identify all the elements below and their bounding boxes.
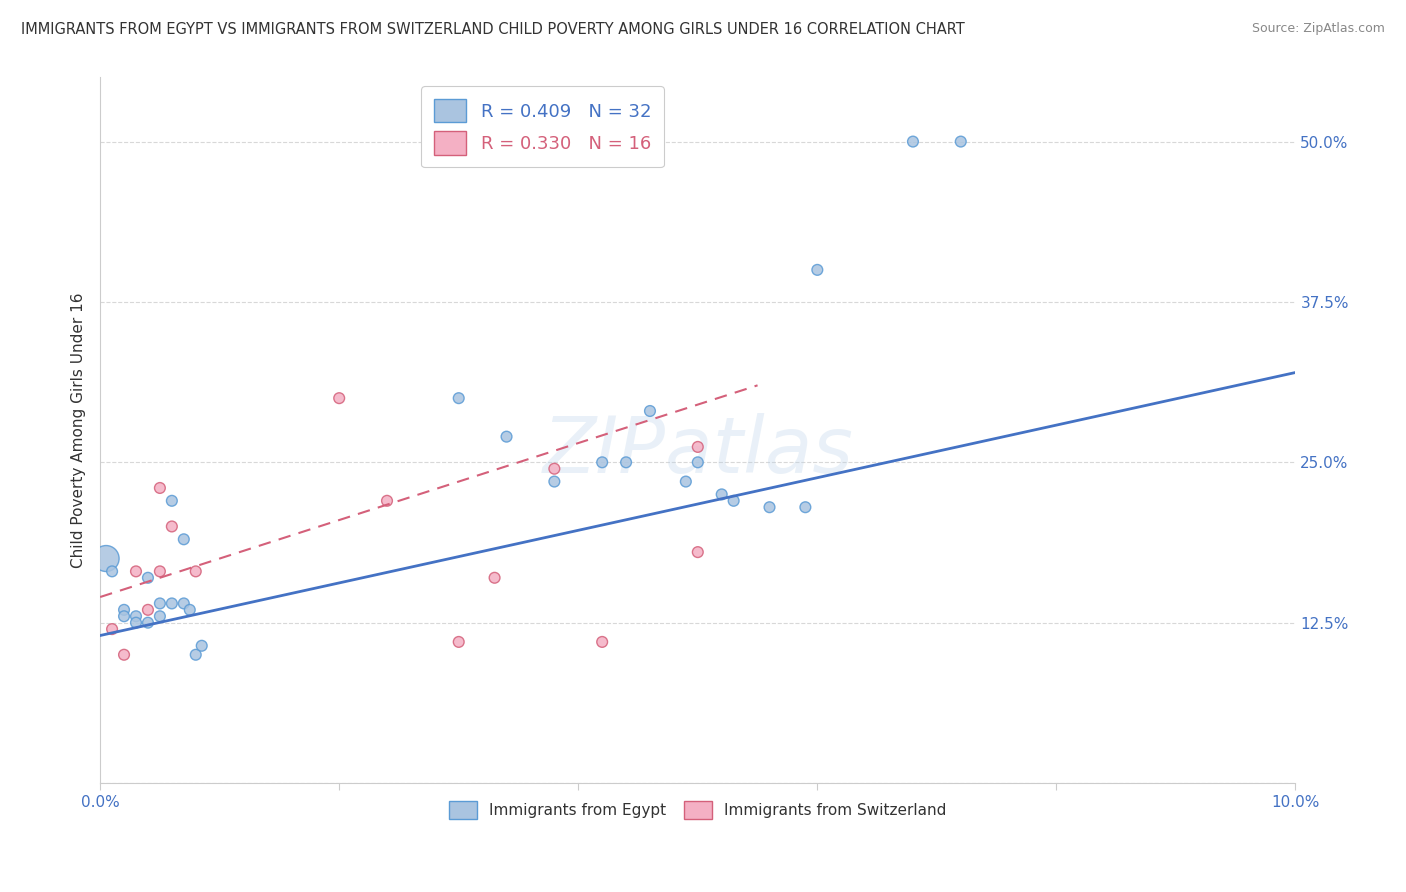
Point bbox=[160, 493, 183, 508]
Point bbox=[160, 596, 183, 610]
Point bbox=[758, 500, 780, 515]
Point bbox=[614, 455, 637, 469]
Point bbox=[173, 533, 195, 547]
Point bbox=[686, 545, 709, 559]
Point bbox=[149, 609, 172, 624]
Point bbox=[94, 551, 117, 566]
Point bbox=[125, 609, 148, 624]
Point bbox=[179, 603, 201, 617]
Point bbox=[901, 135, 924, 149]
Point bbox=[173, 596, 195, 610]
Point bbox=[101, 565, 124, 579]
Point bbox=[591, 635, 613, 649]
Point bbox=[125, 615, 148, 630]
Point bbox=[591, 455, 613, 469]
Point bbox=[136, 603, 159, 617]
Point bbox=[543, 461, 565, 475]
Point bbox=[328, 391, 350, 405]
Point bbox=[190, 639, 212, 653]
Point bbox=[806, 263, 828, 277]
Point bbox=[686, 440, 709, 454]
Point bbox=[638, 404, 661, 418]
Point bbox=[447, 391, 470, 405]
Point bbox=[675, 475, 697, 489]
Y-axis label: Child Poverty Among Girls Under 16: Child Poverty Among Girls Under 16 bbox=[72, 293, 86, 568]
Legend: Immigrants from Egypt, Immigrants from Switzerland: Immigrants from Egypt, Immigrants from S… bbox=[443, 795, 952, 825]
Text: IMMIGRANTS FROM EGYPT VS IMMIGRANTS FROM SWITZERLAND CHILD POVERTY AMONG GIRLS U: IMMIGRANTS FROM EGYPT VS IMMIGRANTS FROM… bbox=[21, 22, 965, 37]
Point bbox=[136, 615, 159, 630]
Point bbox=[125, 565, 148, 579]
Point bbox=[184, 565, 207, 579]
Point bbox=[160, 519, 183, 533]
Point bbox=[723, 493, 745, 508]
Point bbox=[375, 493, 398, 508]
Point bbox=[112, 609, 135, 624]
Point bbox=[710, 487, 733, 501]
Point bbox=[495, 430, 517, 444]
Point bbox=[149, 596, 172, 610]
Point bbox=[949, 135, 972, 149]
Point bbox=[149, 481, 172, 495]
Point bbox=[447, 635, 470, 649]
Text: ZIPatlas: ZIPatlas bbox=[543, 413, 853, 490]
Point bbox=[543, 475, 565, 489]
Point bbox=[112, 648, 135, 662]
Point bbox=[484, 571, 506, 585]
Point bbox=[794, 500, 817, 515]
Point bbox=[136, 571, 159, 585]
Point bbox=[184, 648, 207, 662]
Text: Source: ZipAtlas.com: Source: ZipAtlas.com bbox=[1251, 22, 1385, 36]
Point bbox=[686, 455, 709, 469]
Point bbox=[149, 565, 172, 579]
Point bbox=[101, 622, 124, 636]
Point bbox=[112, 603, 135, 617]
